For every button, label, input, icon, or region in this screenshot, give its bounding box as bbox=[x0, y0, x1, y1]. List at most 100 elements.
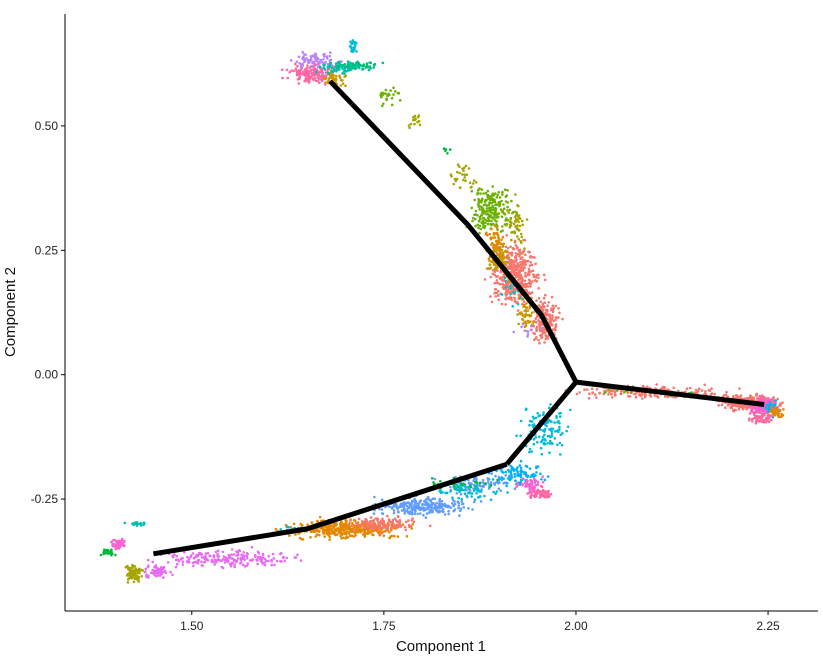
data-point bbox=[326, 62, 330, 66]
scatter-points bbox=[99, 39, 785, 584]
data-point bbox=[491, 222, 495, 226]
data-point bbox=[501, 244, 505, 248]
data-point bbox=[110, 548, 113, 551]
data-point bbox=[310, 530, 313, 533]
data-point bbox=[340, 65, 344, 69]
data-point bbox=[195, 553, 198, 557]
data-point bbox=[324, 81, 327, 85]
data-point bbox=[542, 273, 546, 277]
data-point bbox=[520, 219, 524, 223]
data-point bbox=[265, 559, 268, 563]
data-point bbox=[392, 511, 396, 515]
data-point bbox=[197, 553, 201, 556]
data-point bbox=[546, 312, 549, 316]
data-point bbox=[239, 558, 243, 562]
data-point bbox=[527, 313, 531, 317]
data-point bbox=[538, 496, 542, 499]
data-point bbox=[732, 394, 735, 398]
data-point bbox=[280, 68, 284, 72]
data-point bbox=[487, 257, 491, 261]
data-point bbox=[525, 465, 529, 468]
data-point bbox=[551, 304, 555, 308]
data-point bbox=[557, 307, 560, 310]
data-point bbox=[501, 276, 504, 279]
data-point bbox=[422, 513, 425, 517]
data-point bbox=[497, 298, 501, 302]
data-point bbox=[524, 271, 527, 275]
data-point bbox=[517, 220, 520, 223]
data-point bbox=[343, 72, 346, 75]
data-point bbox=[216, 552, 219, 556]
data-point bbox=[388, 530, 391, 534]
data-point bbox=[506, 491, 509, 494]
data-point bbox=[513, 290, 516, 294]
data-point bbox=[312, 74, 316, 77]
data-point bbox=[512, 468, 516, 471]
data-point bbox=[561, 317, 564, 321]
data-point bbox=[543, 305, 546, 309]
data-point bbox=[502, 203, 505, 206]
data-point bbox=[479, 227, 483, 231]
data-point bbox=[329, 532, 333, 535]
data-point bbox=[492, 231, 496, 235]
data-point bbox=[494, 192, 497, 195]
data-point bbox=[263, 561, 267, 564]
data-point bbox=[349, 519, 352, 523]
data-point bbox=[474, 224, 477, 228]
data-point bbox=[372, 66, 375, 69]
data-point bbox=[482, 217, 486, 220]
data-point bbox=[368, 531, 372, 534]
data-point bbox=[477, 199, 481, 203]
data-point bbox=[514, 255, 517, 259]
data-point bbox=[486, 478, 490, 482]
data-point bbox=[151, 560, 154, 564]
data-point bbox=[497, 236, 501, 240]
data-point bbox=[516, 252, 520, 256]
data-point bbox=[532, 423, 536, 426]
data-point bbox=[546, 335, 550, 338]
data-point bbox=[535, 329, 538, 333]
data-point bbox=[282, 555, 285, 559]
data-point bbox=[462, 169, 465, 173]
data-point bbox=[242, 551, 245, 554]
data-point bbox=[279, 559, 282, 563]
data-point bbox=[530, 450, 534, 453]
data-point bbox=[289, 59, 293, 62]
data-point bbox=[524, 253, 527, 257]
data-point bbox=[566, 425, 570, 429]
data-point bbox=[488, 485, 491, 489]
data-point bbox=[102, 550, 105, 554]
data-point bbox=[750, 410, 754, 413]
data-point bbox=[366, 530, 370, 534]
data-point bbox=[294, 533, 297, 536]
data-point bbox=[758, 411, 762, 415]
data-point bbox=[529, 320, 532, 324]
data-point bbox=[212, 556, 216, 559]
data-point bbox=[408, 512, 412, 516]
data-point bbox=[141, 569, 144, 572]
data-point bbox=[359, 526, 362, 529]
data-point bbox=[478, 481, 482, 485]
data-point bbox=[455, 492, 459, 495]
data-point bbox=[361, 524, 364, 528]
data-point bbox=[206, 551, 210, 555]
data-point bbox=[271, 552, 275, 556]
data-point bbox=[542, 488, 545, 492]
data-point bbox=[245, 556, 249, 560]
data-point bbox=[256, 555, 260, 559]
data-point bbox=[536, 440, 539, 444]
data-point bbox=[456, 163, 460, 166]
data-point bbox=[518, 273, 521, 276]
data-point bbox=[490, 472, 494, 475]
data-point bbox=[419, 512, 422, 515]
data-point bbox=[497, 475, 501, 479]
data-point bbox=[197, 558, 201, 562]
data-point bbox=[447, 509, 450, 513]
data-point bbox=[488, 209, 492, 213]
data-point bbox=[495, 231, 499, 235]
data-point bbox=[535, 471, 538, 474]
data-point bbox=[296, 64, 299, 68]
data-point bbox=[135, 522, 138, 526]
data-point bbox=[614, 394, 617, 397]
data-point bbox=[314, 79, 318, 82]
